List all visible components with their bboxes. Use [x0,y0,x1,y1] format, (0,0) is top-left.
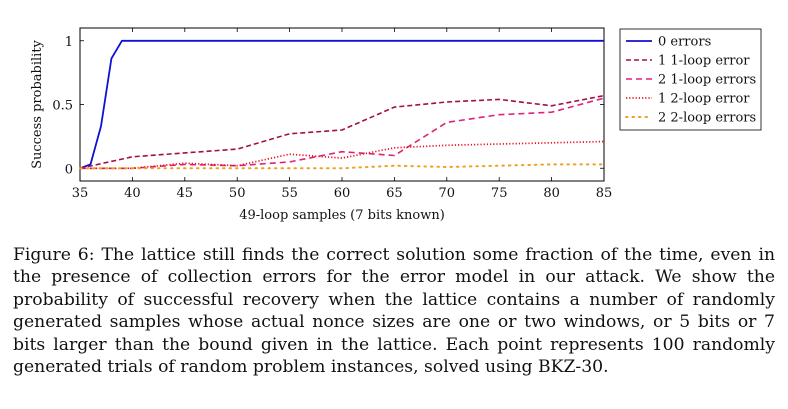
x-axis-label: 49-loop samples (7 bits known) [239,208,445,223]
plot-frame [79,27,605,182]
series-line-1-1-loop-error [79,94,605,170]
series-line-2-1-loop-errors [80,97,605,170]
x-tick-label: 75 [491,186,508,201]
legend-entry: 2 1-loop errors [658,73,756,88]
series-line-1-2-loop-error [80,140,605,170]
x-tick-label: 40 [124,186,141,201]
x-tick-label: 50 [229,186,246,201]
series-line-2-2-loop-errors [79,163,605,170]
legend-entry: 1 1-loop error [658,54,750,69]
axes: 35 40 45 50 55 60 65 70 75 80 85 0 0.5 1 49-loop sampl… [30,27,613,223]
legend-entry: 0 errors [658,35,711,50]
x-tick-label: 35 [72,186,89,201]
y-tick-label: 0 [65,162,73,177]
x-tick-label: 55 [281,186,298,201]
x-tick-label: 60 [334,186,351,201]
y-axis-label: Success probability [30,39,45,168]
x-tick-label: 45 [177,186,194,201]
line-chart: 35 40 45 50 55 60 65 70 75 80 85 0 0.5 1 49-loop sampl… [30,27,762,223]
x-tick-label: 85 [596,186,613,201]
legend: 0 errors 1 1-loop error 2 1-loop errors 1 2… [619,28,762,131]
caption-text: The lattice still finds the correct solu… [13,245,776,378]
caption-label: Figure 6: [13,245,95,265]
x-tick-label: 65 [386,186,403,201]
y-tick-label: 0.5 [52,99,73,114]
legend-entry: 1 2-loop error [658,92,750,107]
x-tick-label: 70 [439,186,456,201]
series-lines [79,39,605,170]
legend-entry: 2 2-loop errors [658,111,756,126]
y-tick-label: 1 [65,35,73,50]
figure-caption: Figure 6: The lattice still finds the co… [13,244,775,378]
legend-box [619,28,762,131]
x-tick-label: 80 [543,186,560,201]
series-line-0-errors [79,39,604,170]
